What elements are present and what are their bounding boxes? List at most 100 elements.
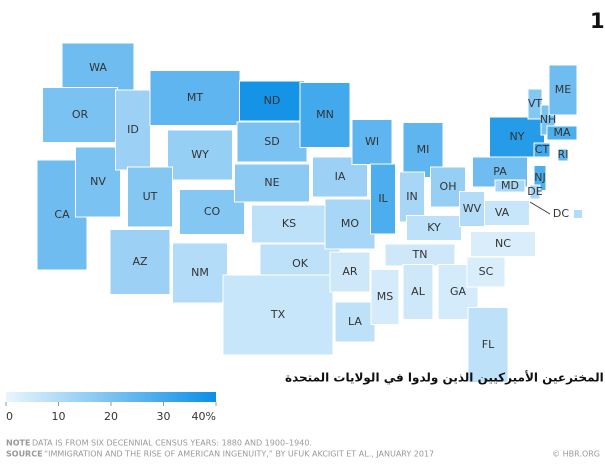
region-label: ID [127,123,139,136]
region-label: OR [72,108,89,121]
region-label: NC [495,237,511,250]
region-label: NM [191,266,209,279]
region [466,256,506,288]
region [370,269,400,325]
legend-tick-label: 40% [192,410,216,423]
legend-tick-label: 30 [157,410,171,423]
region [334,301,376,343]
region-label: WY [191,148,209,161]
region-label: LA [348,315,362,328]
legend-tick-label: 10 [52,410,66,423]
region-label: MT [187,91,203,104]
region-label: MS [377,290,393,303]
region-label: SC [479,265,494,278]
region [42,87,118,143]
region [236,121,308,163]
region [239,80,305,122]
region-label: WI [365,135,379,148]
region-label: MO [341,217,359,230]
region-label: KS [282,217,296,230]
region-label: CT [535,143,550,156]
region-label: CO [204,205,221,218]
region-label: SD [264,135,279,148]
region [127,166,173,228]
region [179,189,245,235]
region-label: MN [316,108,334,121]
region-label: TN [412,248,428,261]
region-label: NY [510,130,525,143]
leader-line [529,201,551,215]
region [149,70,241,126]
region-label: AZ [132,255,148,268]
region-label: MI [417,143,430,156]
region-label: PA [493,165,507,178]
region [430,166,466,208]
region-label: AL [411,285,426,298]
map-title: توزع المخترعين على الولايات الأميركية 18… [590,7,605,33]
region-label: NE [264,176,279,189]
region [329,251,371,293]
region [75,146,121,218]
region [527,88,543,120]
region-label: GA [450,285,467,298]
region [459,191,485,227]
region [548,64,578,116]
region [234,163,310,203]
region [557,148,569,162]
region-label: OK [292,257,309,270]
region [61,42,135,94]
legend-title: نسبة المخترعين الأميركيين الذين ولدوا في… [285,370,605,386]
region-label: WA [89,61,107,74]
region [299,82,351,148]
legend-tick-label: 20 [104,410,118,423]
region-label: MA [553,126,570,139]
region-label: AR [342,265,358,278]
region [402,264,434,320]
region-label: ND [264,94,281,107]
region-label: OH [440,180,457,193]
region-label: VA [495,206,510,219]
region [533,142,551,158]
region-label: NV [90,175,106,188]
region [574,210,582,218]
region-label: TX [270,308,286,321]
region-label: DC [553,207,569,220]
region [406,215,462,241]
region-label: IL [378,192,388,205]
region [172,242,228,304]
region [470,231,536,257]
region [370,163,396,235]
region-label: IA [335,170,346,183]
credit: © HBR.ORG [552,450,600,459]
region-label: RI [558,148,569,161]
region [399,171,425,223]
region [467,307,509,383]
region-label: VT [528,97,543,110]
source: “IMMIGRATION AND THE RISE OF AMERICAN IN… [44,450,434,459]
region [351,119,393,165]
region [494,179,526,193]
region-label: KY [427,221,441,234]
region-label: UT [143,190,158,203]
region-label: FL [482,338,495,351]
region-label: CA [54,208,70,221]
region [109,229,171,295]
legend-tick-label: 0 [6,410,13,423]
region [167,129,233,181]
note-label: NOTE [6,439,30,448]
region [222,274,334,356]
source-label: SOURCE [6,450,43,459]
region-label: ME [555,83,571,96]
note: DATA IS FROM SIX DECENNIAL CENSUS YEARS:… [32,439,312,448]
region-label: MD [501,179,519,192]
legend-bar [6,392,216,402]
region-label: NJ [534,171,545,184]
region [546,125,578,141]
region-label: IN [406,190,417,203]
region-label: WV [463,202,482,215]
region-label: DE [527,185,542,198]
region-label: NH [540,113,557,126]
region [324,198,376,250]
region [529,184,541,200]
